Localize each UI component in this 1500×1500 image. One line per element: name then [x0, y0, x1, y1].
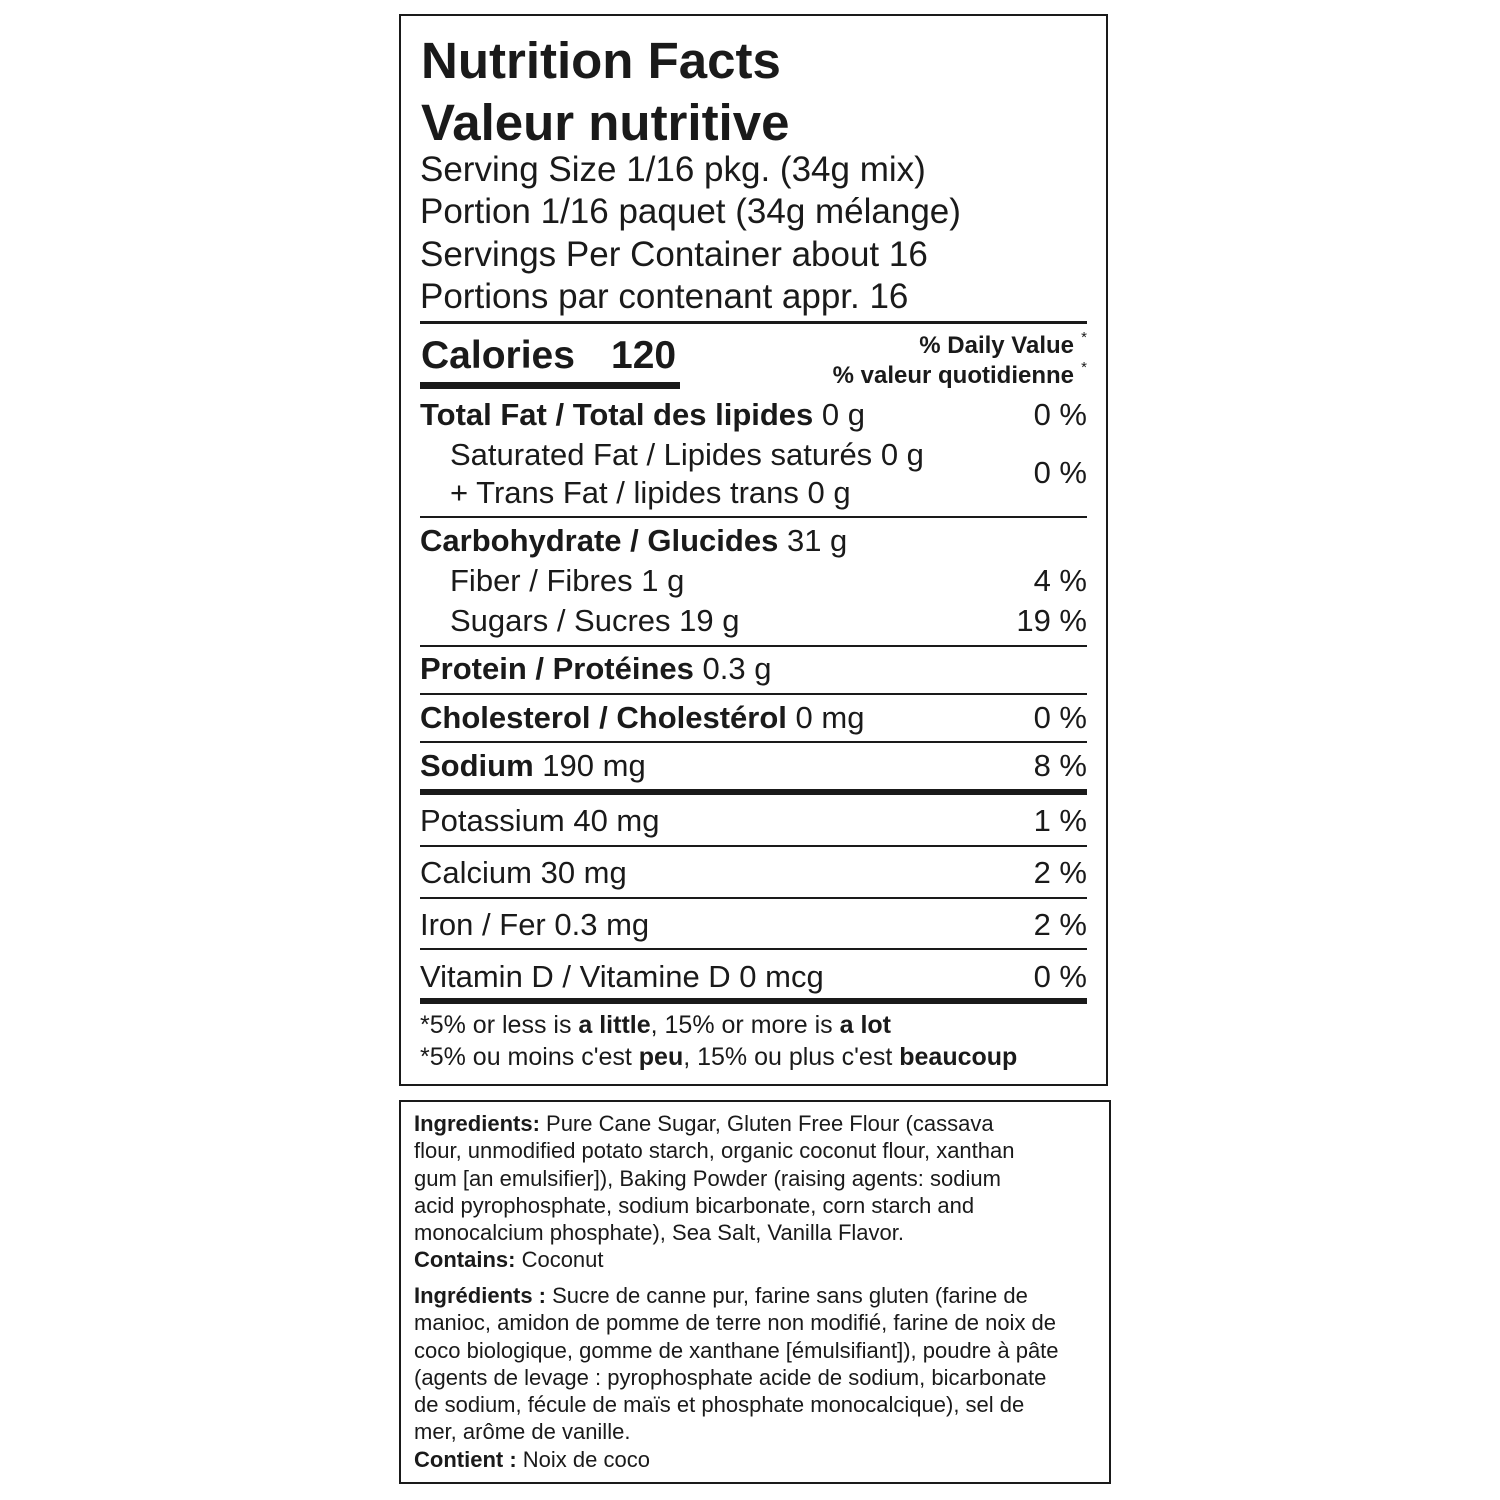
saturated-fat-row: Saturated Fat / Lipides saturés 0 g	[450, 437, 924, 472]
divider	[420, 741, 1087, 743]
carbohydrate-row: Carbohydrate / Glucides 31 g	[420, 523, 848, 558]
divider	[420, 845, 1087, 847]
potassium-row: Potassium 40 mg	[420, 803, 660, 838]
cholesterol-dv: 0 %	[1033, 700, 1087, 735]
sodium-row: Sodium 190 mg	[420, 748, 646, 783]
calories-bar	[420, 382, 680, 389]
calcium-row: Calcium 30 mg	[420, 855, 627, 890]
ingredients-panel	[399, 1100, 1111, 1484]
contains-fr: Contient : Noix de coco	[414, 1446, 650, 1472]
protein-row: Protein / Protéines 0.3 g	[420, 651, 772, 686]
sat-trans-dv: 0 %	[1033, 455, 1087, 490]
ingredients-en: Ingredients: Pure Cane Sugar, Gluten Fre…	[414, 1111, 1015, 1273]
fiber-row: Fiber / Fibres 1 g	[450, 563, 685, 598]
contains-en: Contains: Coconut	[414, 1247, 604, 1273]
vitamin-d-row: Vitamin D / Vitamine D 0 mcg	[420, 959, 824, 994]
calories-label: Calories	[421, 334, 575, 377]
divider	[420, 645, 1087, 647]
footnote-en: *5% or less is a little, 15% or more is …	[420, 1011, 891, 1039]
divider	[420, 948, 1087, 950]
servings-en: Servings Per Container about 16	[420, 235, 928, 274]
sodium-dv: 8 %	[1033, 748, 1087, 783]
daily-value-header-fr: % valeur quotidienne *	[832, 359, 1087, 389]
trans-fat-row: + Trans Fat / lipides trans 0 g	[450, 475, 851, 510]
serving-size-fr: Portion 1/16 paquet (34g mélange)	[420, 192, 961, 231]
potassium-dv: 1 %	[1033, 803, 1087, 838]
calcium-dv: 2 %	[1033, 855, 1087, 890]
total-fat-dv: 0 %	[1033, 397, 1087, 432]
thick-divider	[420, 998, 1087, 1004]
total-fat-row: Total Fat / Total des lipides 0 g	[420, 397, 866, 432]
fiber-dv: 4 %	[1033, 563, 1087, 598]
sugars-dv: 19 %	[1016, 603, 1087, 638]
title-en: Nutrition Facts	[421, 32, 781, 89]
divider	[420, 516, 1087, 518]
serving-size-en: Serving Size 1/16 pkg. (34g mix)	[420, 150, 926, 189]
title-fr: Valeur nutritive	[421, 94, 790, 151]
vitamin-d-dv: 0 %	[1033, 959, 1087, 994]
servings-fr: Portions par contenant appr. 16	[420, 277, 909, 316]
cholesterol-row: Cholesterol / Cholestérol 0 mg	[420, 700, 865, 735]
divider	[420, 897, 1087, 899]
nutrition-facts-panel	[399, 14, 1108, 1086]
calories-value: 120	[611, 334, 677, 377]
iron-dv: 2 %	[1033, 907, 1087, 942]
daily-value-header-en: % Daily Value *	[919, 329, 1087, 359]
iron-row: Iron / Fer 0.3 mg	[420, 907, 650, 942]
divider	[420, 693, 1087, 695]
thick-divider	[420, 789, 1087, 795]
divider	[420, 321, 1087, 324]
footnote-fr: *5% ou moins c'est peu, 15% ou plus c'es…	[420, 1043, 1018, 1071]
ingredients-fr: Ingrédients : Sucre de canne pur, farine…	[414, 1283, 1059, 1472]
sugars-row: Sugars / Sucres 19 g	[450, 603, 740, 638]
